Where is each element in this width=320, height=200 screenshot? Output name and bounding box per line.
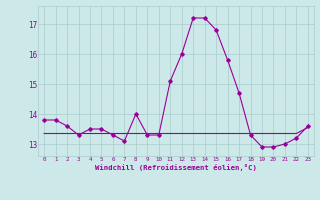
X-axis label: Windchill (Refroidissement éolien,°C): Windchill (Refroidissement éolien,°C) [95,164,257,171]
